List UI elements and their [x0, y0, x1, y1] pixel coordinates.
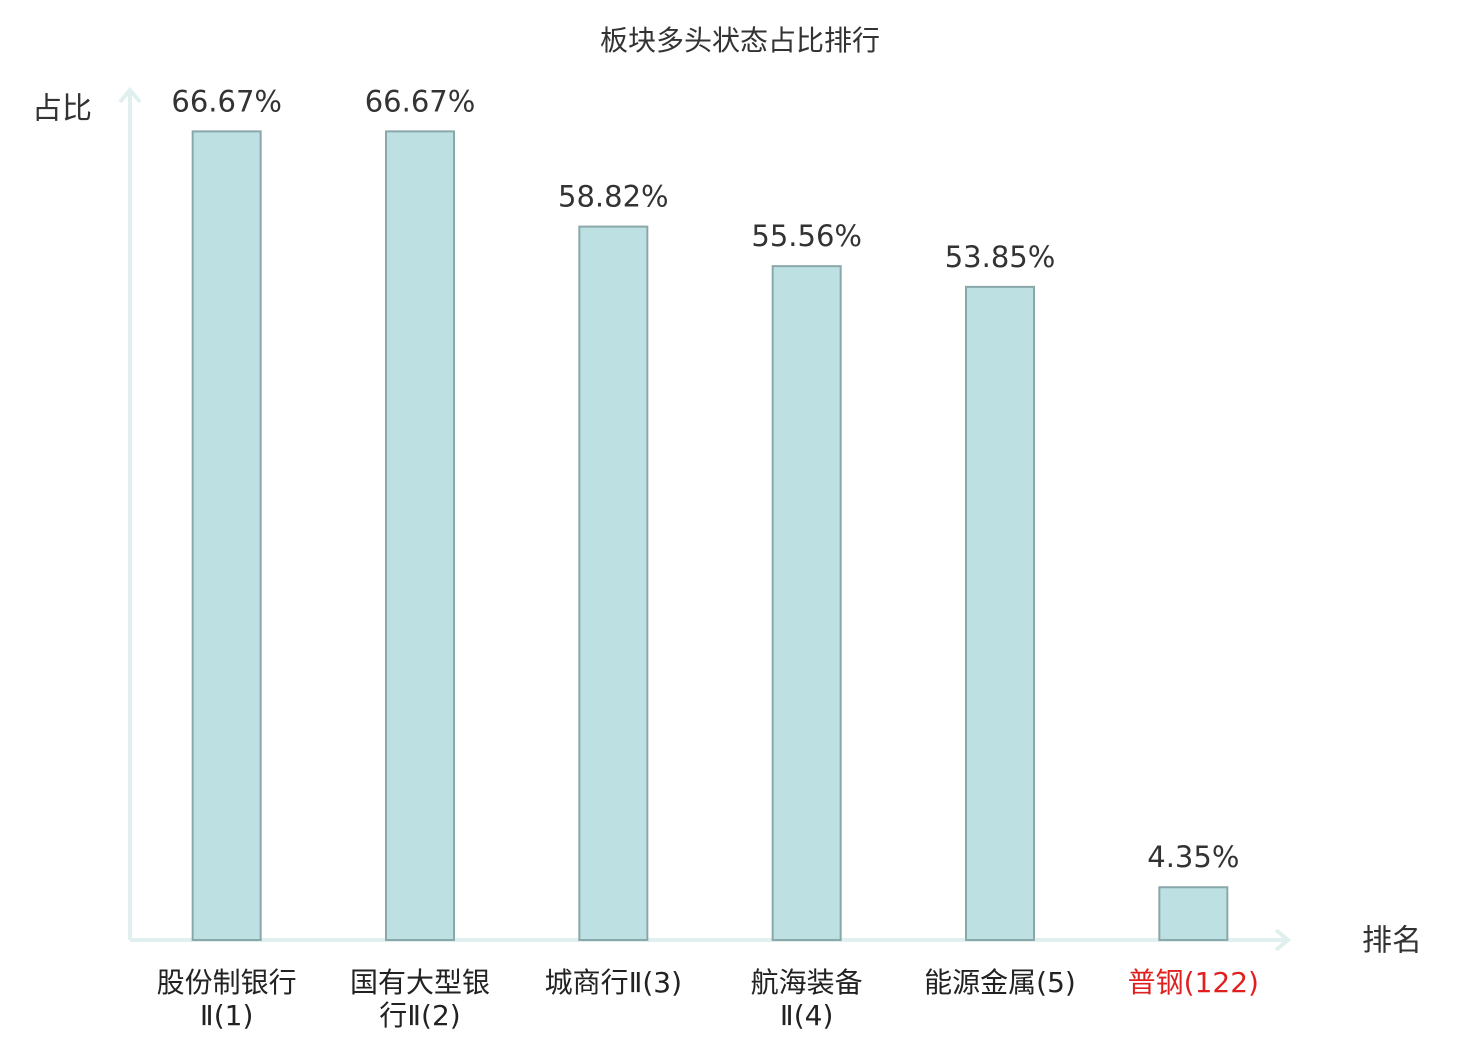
x-tick-label: 航海装备Ⅱ(4) [750, 966, 863, 1032]
bar [771, 265, 842, 941]
value-label: 53.85% [945, 240, 1056, 274]
axes [118, 86, 1292, 952]
y-axis-title: 占比 [32, 92, 92, 127]
value-label: 4.35% [1147, 840, 1239, 874]
bar [1158, 886, 1229, 942]
bar [385, 130, 455, 942]
value-label: 55.56% [751, 219, 862, 253]
x-tick-label: 股份制银行Ⅱ(1) [156, 966, 297, 1032]
value-label: 66.67% [171, 84, 282, 118]
x-tick-label: 普钢(122) [1127, 966, 1259, 999]
bar [578, 225, 649, 942]
bar [191, 130, 262, 942]
y-arrow [118, 86, 142, 104]
x-tick-label: 国有大型银行Ⅱ(2) [349, 966, 490, 1032]
value-label: 66.67% [365, 84, 476, 118]
x-axis-title: 排名 [1362, 924, 1422, 959]
x-arrow [1274, 928, 1292, 952]
bar [965, 285, 1035, 942]
x-tick-label: 能源金属(5) [924, 966, 1076, 999]
chart-title: 板块多头状态占比排行 [600, 24, 880, 57]
x-tick-label: 城商行Ⅱ(3) [544, 966, 683, 999]
value-label: 58.82% [558, 180, 669, 214]
